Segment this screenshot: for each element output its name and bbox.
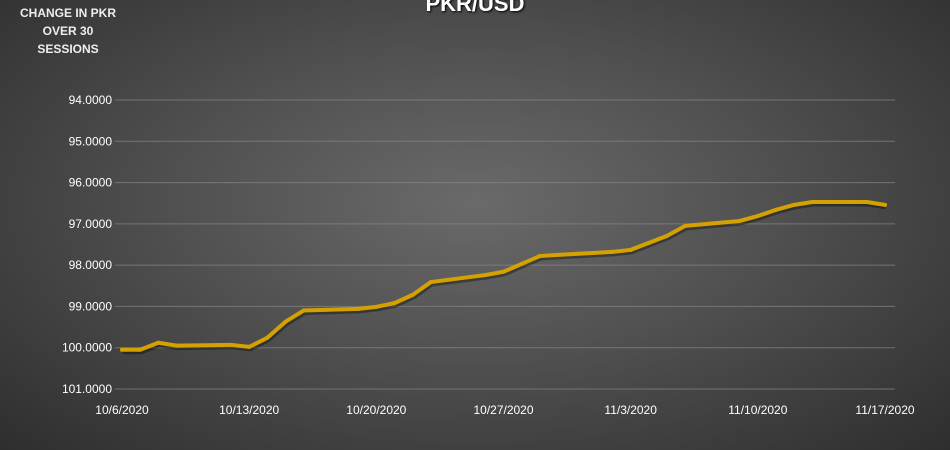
chart-title: PKR/USD (425, 0, 525, 16)
data-point (501, 269, 506, 274)
y-tick-label: 96.0000 (69, 176, 113, 190)
data-point (519, 261, 524, 266)
x-tick-label: 11/10/2020 (728, 403, 787, 417)
data-point (392, 301, 397, 306)
data-point (301, 308, 306, 313)
data-point (120, 347, 124, 352)
data-point (138, 347, 143, 352)
y-tick-label: 99.0000 (69, 299, 113, 313)
y-tick-label: 97.0000 (69, 217, 113, 231)
data-point (247, 344, 252, 349)
data-point (356, 306, 361, 311)
y-tick-label: 98.0000 (69, 258, 113, 272)
data-point (374, 304, 379, 309)
series-line-shadow (123, 201, 887, 355)
data-point (174, 343, 179, 348)
data-point (483, 273, 488, 278)
y-tick-label: 94.0000 (69, 93, 113, 107)
data-point (883, 202, 887, 207)
data-point (610, 249, 615, 254)
data-point (864, 199, 869, 204)
x-tick-label: 10/27/2020 (473, 403, 533, 417)
y-tick-label: 100.0000 (62, 341, 112, 355)
data-point (628, 247, 633, 252)
data-point (556, 252, 560, 257)
data-point (265, 335, 270, 340)
data-point (683, 223, 688, 228)
y-tick-label: 95.0000 (69, 134, 113, 148)
x-tick-label: 10/13/2020 (219, 403, 279, 417)
data-point (755, 214, 760, 219)
x-tick-label: 11/17/2020 (855, 403, 914, 417)
data-point (665, 233, 669, 238)
x-tick-label: 10/20/2020 (346, 403, 406, 417)
data-point (156, 340, 161, 345)
chart-annotation: CHANGE IN PKR OVER 30 SESSIONS (19, 6, 116, 56)
data-point (537, 254, 542, 259)
data-point (774, 207, 778, 212)
data-point (428, 280, 433, 285)
data-point (646, 240, 651, 245)
data-point (737, 218, 742, 223)
data-point (410, 292, 415, 297)
data-point (792, 202, 797, 207)
data-point (229, 342, 233, 347)
y-tick-label: 101.0000 (62, 382, 112, 396)
data-point (810, 199, 815, 204)
x-tick-label: 10/6/2020 (95, 403, 149, 417)
data-point (283, 319, 288, 324)
x-tick-label: 11/3/2020 (604, 403, 657, 417)
